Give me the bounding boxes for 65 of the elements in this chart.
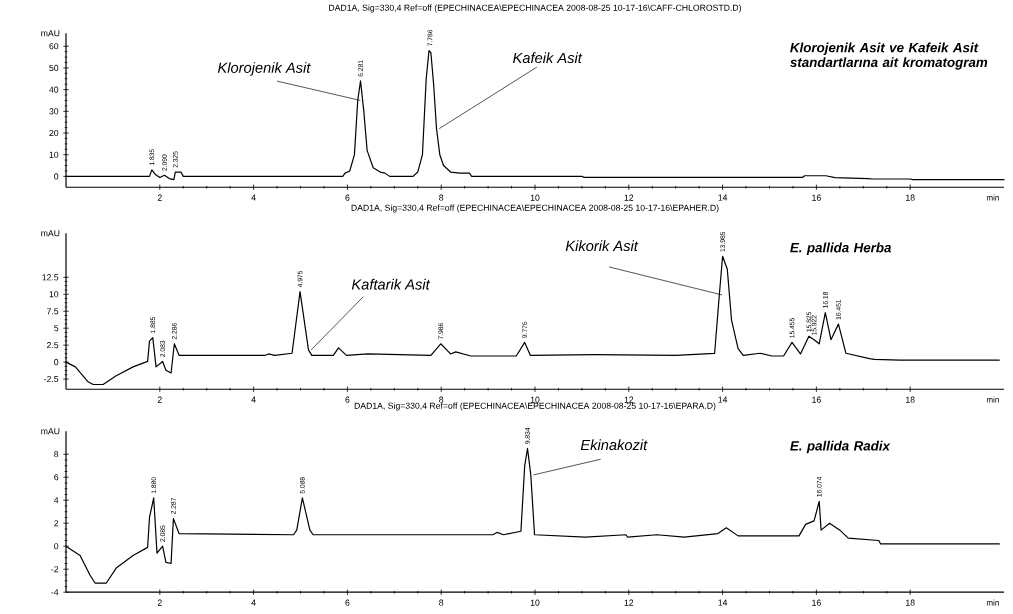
y-tick-label: 5 bbox=[54, 325, 59, 332]
x-tick-label: 2 bbox=[157, 599, 162, 606]
x-axis-title: min bbox=[986, 194, 999, 201]
y-tick-label: 60 bbox=[49, 43, 59, 50]
annotation: E. pallida Herba bbox=[790, 242, 892, 255]
y-tick-label: 30 bbox=[49, 108, 59, 115]
y-tick-label: -2 bbox=[51, 566, 59, 573]
annotation: Kafeik Asit bbox=[513, 52, 583, 63]
y-axis-title: mAU bbox=[41, 230, 60, 237]
y-tick-label: 10 bbox=[49, 151, 59, 158]
x-tick-label: 16 bbox=[812, 599, 821, 606]
x-tick-label: 10 bbox=[530, 194, 540, 201]
x-tick-label: 10 bbox=[530, 599, 540, 606]
x-axis-title: min bbox=[986, 396, 999, 403]
y-tick-label: 50 bbox=[49, 64, 59, 71]
x-tick-label: 14 bbox=[718, 396, 728, 403]
annotation: Kikorik Asit bbox=[565, 240, 639, 251]
x-tick-label: 6 bbox=[345, 599, 350, 606]
chart-title: DAD1A, Sig=330,4 Ref=off (EPECHINACEA\EPECHINACEA 2008-08-25 10-17-16\CAFF-CHLOROSTD.D) bbox=[329, 4, 741, 13]
y-tick-label: 4 bbox=[54, 497, 59, 504]
y-tick-label: 8 bbox=[54, 451, 59, 458]
annotation: Klorojenik Asit ve Kafeik Asit standartlarına ait kromatogram bbox=[790, 42, 988, 70]
x-tick-label: 8 bbox=[439, 599, 444, 606]
x-tick-label: 4 bbox=[251, 599, 256, 606]
y-tick-label: 0 bbox=[54, 543, 59, 550]
y-axis-title: mAU bbox=[41, 30, 60, 37]
y-tick-label: 2 bbox=[54, 520, 59, 527]
x-tick-label: 16 bbox=[812, 396, 821, 403]
x-tick-label: 14 bbox=[718, 599, 728, 606]
annotation: E. pallida Radix bbox=[790, 440, 891, 454]
x-tick-label: 12 bbox=[624, 396, 634, 403]
x-tick-label: 18 bbox=[906, 599, 915, 606]
x-tick-label: 12 bbox=[624, 599, 634, 606]
x-tick-label: 18 bbox=[906, 396, 915, 403]
annotation: Klorojenik Asit bbox=[217, 62, 311, 76]
x-tick-label: 14 bbox=[718, 194, 728, 201]
chart-title: DAD1A, Sig=330,4 Ref=off (EPECHINACEA\EPECHINACEA 2008-08-25 10-17-16\EPARA.D) bbox=[354, 402, 716, 411]
y-tick-label: 7.5 bbox=[47, 308, 59, 315]
y-tick-label: 6 bbox=[54, 474, 59, 481]
x-tick-label: 6 bbox=[345, 396, 350, 403]
y-tick-label: 12.5 bbox=[42, 274, 59, 281]
x-tick-label: 12 bbox=[624, 194, 634, 201]
x-tick-label: 8 bbox=[439, 194, 444, 201]
y-tick-label: 0 bbox=[54, 173, 59, 180]
y-tick-label: -2.5 bbox=[44, 375, 59, 383]
y-tick-label: -4 bbox=[51, 589, 59, 596]
x-tick-label: 8 bbox=[439, 396, 444, 403]
chart-title: DAD1A, Sig=330,4 Ref=off (EPECHINACEA\EPECHINACEA 2008-08-25 10-17-16\EPAHER.D) bbox=[351, 204, 719, 213]
y-tick-label: 40 bbox=[49, 86, 59, 93]
y-tick-label: 10 bbox=[49, 291, 59, 298]
x-tick-label: 6 bbox=[345, 194, 350, 201]
x-tick-label: 18 bbox=[906, 194, 915, 201]
x-tick-label: 2 bbox=[157, 396, 162, 403]
annotation: Ekinakozit bbox=[580, 439, 648, 451]
x-tick-label: 16 bbox=[812, 194, 821, 201]
x-tick-label: 10 bbox=[530, 396, 540, 403]
x-axis-title: min bbox=[986, 599, 999, 606]
y-tick-label: 2.5 bbox=[47, 341, 59, 349]
y-tick-label: 0 bbox=[54, 358, 59, 366]
x-tick-label: 4 bbox=[251, 396, 256, 403]
y-tick-label: 20 bbox=[49, 129, 59, 136]
annotation: Kaftarik Asit bbox=[351, 278, 431, 290]
x-tick-label: 4 bbox=[251, 194, 256, 201]
x-tick-label: 2 bbox=[157, 194, 162, 201]
y-axis-title: mAU bbox=[41, 428, 60, 435]
